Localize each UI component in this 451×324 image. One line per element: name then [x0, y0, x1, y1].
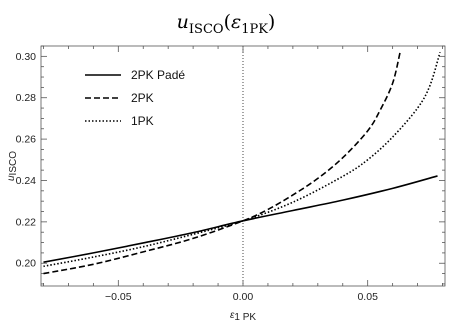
legend: 2PK Padé 2PK 1PK	[85, 68, 185, 128]
x-tick-label: −0.05	[105, 291, 132, 303]
y-tick-label: 0.26	[16, 134, 37, 146]
series-layer	[43, 51, 441, 275]
title-symbol: u	[177, 11, 189, 33]
x-axis-label-subscript: 1 PK	[234, 312, 256, 323]
legend-label-1pk: 1PK	[131, 114, 154, 128]
legend-label-2pk-pade: 2PK Padé	[131, 68, 185, 82]
title-close-paren: )	[268, 11, 275, 33]
y-tick-label: 0.28	[16, 92, 37, 104]
y-axis-label: uISCO	[6, 151, 19, 181]
y-axis-label-symbol: u	[6, 175, 17, 181]
x-tick-label: 0.05	[357, 291, 378, 303]
series-line-1pk	[43, 51, 441, 268]
title-symbol-subscript: ISCO	[189, 22, 224, 37]
chart-title: uISCO(ε1PK)	[177, 11, 276, 37]
legend-label-2pk: 2PK	[131, 91, 154, 105]
tick-layer: −0.05 0.00 0.05 0.20 0.22 0.24 0.26 0.28 0.30	[16, 45, 445, 303]
title-open-paren: (	[224, 11, 231, 33]
x-axis-label-symbol: ε	[230, 310, 235, 321]
x-axis-label: ε1 PK	[230, 310, 256, 323]
y-tick-label: 0.24	[16, 175, 37, 187]
y-tick-label: 0.22	[16, 216, 37, 228]
x-tick-label: 0.00	[233, 291, 254, 303]
title-argument-subscript: 1PK	[241, 22, 268, 37]
y-tick-label: 0.20	[16, 258, 37, 270]
title-argument: ε	[231, 11, 241, 33]
y-axis-label-subscript: ISCO	[8, 151, 19, 176]
series-line-2pk-pade	[43, 175, 438, 263]
series-line-2pk	[43, 52, 401, 275]
y-tick-label: 0.30	[16, 51, 37, 63]
